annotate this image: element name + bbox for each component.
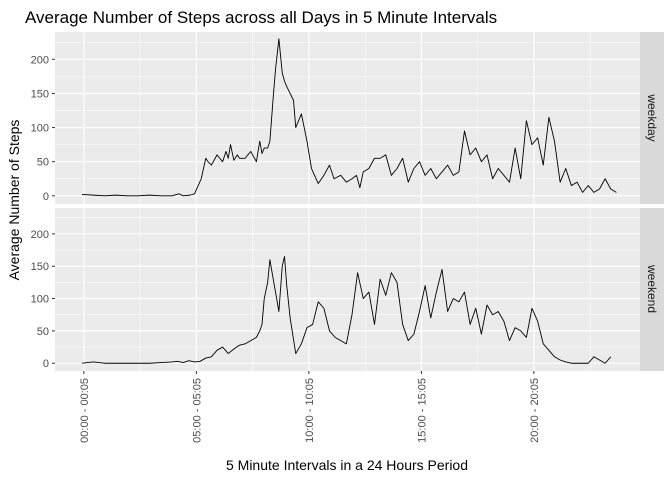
- strip-label-weekend: weekend: [645, 264, 659, 313]
- chart-title: Average Number of Steps across all Days …: [25, 8, 497, 27]
- weekend-steps-line: [81, 256, 612, 364]
- y-tick-label: 100: [31, 294, 49, 306]
- panel-weekday-y-ticks: 0 50 100 150 200: [31, 54, 55, 203]
- panel-weekend-background: [55, 208, 640, 371]
- panel-weekday-background: [55, 32, 640, 204]
- y-tick-label: 200: [31, 229, 49, 241]
- x-tick-label: 15:00 - 15:05: [416, 378, 428, 443]
- y-tick-label: 0: [43, 191, 49, 203]
- x-tick-label: 10:00 - 10:05: [304, 378, 316, 443]
- x-tick-label: 20:00 - 20:05: [529, 378, 541, 443]
- panel-weekend-y-ticks: 0 50 100 150 200: [31, 229, 55, 370]
- y-axis-title: Average Number of Steps: [6, 120, 22, 281]
- y-tick-label: 150: [31, 88, 49, 100]
- panel-weekend: 0 50 100 150 200 weekend: [31, 208, 664, 371]
- y-tick-label: 200: [31, 54, 49, 66]
- x-tick-label: 05:00 - 05:05: [191, 378, 203, 443]
- x-tick-label: 00:00 - 00:05: [79, 378, 91, 443]
- strip-weekday: [640, 32, 664, 204]
- weekday-steps-line: [81, 38, 617, 197]
- y-tick-label: 150: [31, 261, 49, 273]
- y-tick-label: 100: [31, 123, 49, 135]
- y-tick-label: 50: [37, 157, 49, 169]
- panel-weekday: 0 50 100 150 200 weekday: [31, 32, 664, 204]
- y-tick-label: 50: [37, 326, 49, 338]
- strip-label-weekday: weekday: [645, 93, 659, 141]
- panel-weekday-gridlines: [55, 32, 640, 204]
- strip-weekend: [640, 208, 664, 371]
- x-axis: 00:00 - 00:05 05:00 - 05:05 10:00 - 10:05 1…: [79, 371, 541, 443]
- x-axis-title: 5 Minute Intervals in a 24 Hours Period: [226, 457, 468, 473]
- y-tick-label: 0: [43, 358, 49, 370]
